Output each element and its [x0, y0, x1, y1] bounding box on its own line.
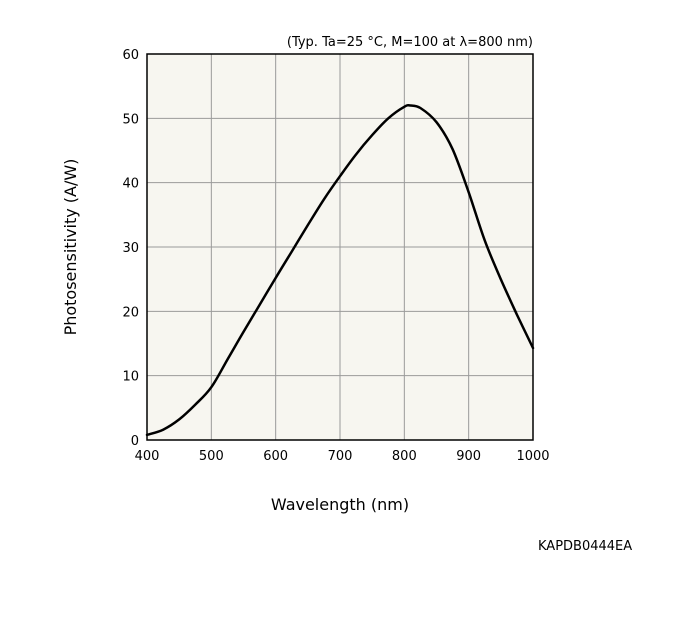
x-tick-label: 600 — [263, 449, 288, 464]
y-tick-label: 30 — [122, 241, 139, 256]
y-tick-label: 0 — [131, 434, 139, 449]
x-tick-label: 1000 — [516, 449, 549, 464]
y-tick-label: 10 — [122, 370, 139, 385]
y-tick-label: 20 — [122, 305, 139, 320]
x-tick-label: 700 — [328, 449, 353, 464]
y-tick-label: 60 — [122, 48, 139, 63]
x-tick-label: 400 — [135, 449, 160, 464]
y-tick-label: 50 — [122, 112, 139, 127]
y-tick-label: 40 — [122, 177, 139, 192]
grid-lines — [147, 54, 533, 440]
x-axis-label: Wavelength (nm) — [271, 495, 409, 514]
condition-note: (Typ. Ta=25 °C, M=100 at λ=800 nm) — [287, 35, 533, 50]
plot-frame — [146, 53, 534, 441]
x-tick-label: 800 — [392, 449, 417, 464]
x-axis-ticks: 400 500 600 700 800 900 1000 — [135, 449, 550, 464]
x-tick-label: 500 — [199, 449, 224, 464]
y-axis-ticks: 0 10 20 30 40 50 60 — [122, 48, 139, 449]
x-tick-label: 900 — [456, 449, 481, 464]
y-axis-label: Photosensitivity (A/W) — [61, 159, 80, 336]
document-code: KAPDB0444EA — [538, 539, 633, 554]
series-line — [145, 103, 535, 437]
